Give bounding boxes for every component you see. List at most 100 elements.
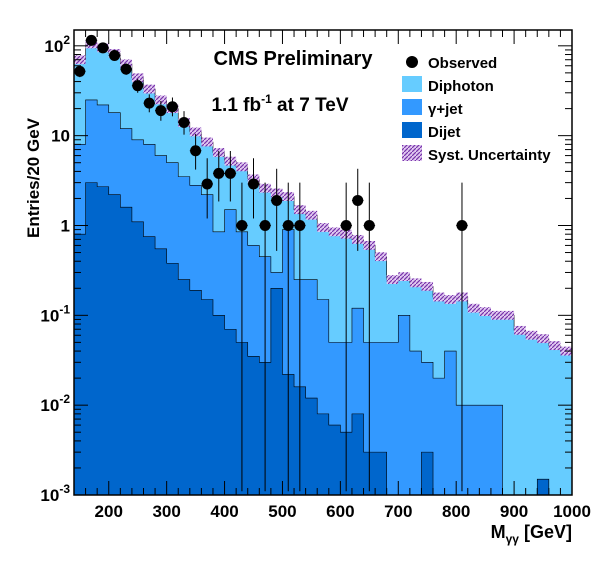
observed-point — [259, 219, 271, 231]
observed-point — [97, 42, 109, 54]
legend-label: Dijet — [428, 124, 461, 141]
uncertainty-bin — [444, 295, 457, 304]
observed-point — [74, 65, 86, 77]
legend-label: Observed — [428, 55, 497, 72]
y-tick-label: 1 — [61, 216, 70, 235]
y-tick-base: 10 — [40, 306, 59, 325]
y-tick-base: 10 — [40, 486, 59, 505]
y-tick-exponent: -2 — [59, 392, 70, 406]
observed-point — [456, 219, 468, 231]
uncertainty-bin — [502, 310, 515, 320]
observed-point — [248, 178, 260, 190]
uncertainty-bin — [490, 310, 503, 320]
y-tick-base: 10 — [40, 396, 59, 415]
uncertainty-bin — [317, 223, 329, 232]
uncertainty-bin — [467, 303, 480, 313]
uncertainty-bin — [433, 292, 445, 302]
uncertainty-bin — [305, 210, 318, 220]
x-tick-label: 700 — [384, 502, 412, 521]
uncertainty-bin — [548, 341, 561, 351]
subtitle-main: 1.1 fb — [211, 95, 261, 116]
legend-label: γ+jet — [428, 101, 463, 118]
observed-point — [132, 80, 144, 92]
uncertainty-bin — [131, 73, 144, 83]
y-tick-label: 102 — [44, 33, 70, 56]
x-tick-label: 900 — [500, 502, 528, 521]
y-tick-exponent: -1 — [59, 302, 70, 316]
uncertainty-bin — [236, 162, 248, 172]
observed-point — [224, 167, 236, 179]
x-axis-label-subscript: γγ — [506, 532, 520, 546]
x-axis-label: Mγγ [GeV] — [491, 522, 572, 546]
observed-point — [282, 219, 294, 231]
y-tick-base: 10 — [51, 127, 70, 146]
uncertainty-bin — [201, 137, 213, 147]
y-tick-label: 10-3 — [40, 482, 70, 505]
uncertainty-bin — [421, 281, 434, 291]
uncertainty-bin — [409, 278, 422, 288]
observed-point — [190, 145, 202, 157]
observed-point — [143, 97, 155, 109]
y-axis-label: Entries/20 GeV — [24, 117, 43, 238]
uncertainty-bin — [479, 307, 491, 317]
legend-marker-observed — [406, 56, 418, 68]
uncertainty-bin — [143, 84, 156, 94]
x-tick-label: 500 — [268, 502, 296, 521]
observed-point — [166, 101, 178, 113]
chart-subtitle: 1.1 fb-1 at 7 TeV — [211, 92, 348, 116]
uncertainty-bin — [386, 275, 399, 284]
uncertainty-bin — [375, 252, 387, 262]
observed-point — [213, 167, 225, 179]
uncertainty-bin — [328, 227, 341, 237]
observed-point — [85, 34, 97, 46]
uncertainty-bin — [155, 95, 167, 105]
observed-series — [74, 34, 468, 492]
uncertainty-bin — [189, 127, 202, 137]
legend-swatch — [402, 99, 422, 115]
chart-title: CMS Preliminary — [214, 48, 374, 70]
observed-point — [340, 219, 352, 231]
x-tick-label: 800 — [442, 502, 470, 521]
x-tick-label: 200 — [95, 502, 123, 521]
legend-swatch — [402, 145, 422, 161]
uncertainty-bin — [514, 325, 526, 335]
observed-point — [236, 219, 248, 231]
plot-area — [74, 34, 572, 495]
y-tick-base: 10 — [44, 37, 63, 56]
observed-point — [120, 63, 132, 75]
y-tick-label: 10-2 — [40, 392, 70, 415]
legend-swatch — [402, 76, 422, 92]
uncertainty-bin — [525, 330, 538, 340]
x-axis-label-unit: [GeV] — [519, 522, 572, 542]
chart-annotations: CMS Preliminary 1.1 fb-1 at 7 TeV — [211, 48, 373, 116]
x-tick-label: 300 — [152, 502, 180, 521]
legend-label: Syst. Uncertainty — [428, 147, 551, 164]
uncertainty-bin — [537, 334, 549, 344]
observed-point — [294, 219, 306, 231]
observed-point — [363, 219, 375, 231]
legend-label: Diphoton — [428, 78, 494, 95]
observed-point — [201, 178, 213, 190]
axes: 200 300 400 500 600 700 800 900 100010-310-210-1… — [40, 30, 591, 521]
plot-frame — [73, 29, 573, 496]
y-tick-label: 10-1 — [40, 302, 70, 325]
x-axis-label-main: M — [491, 522, 506, 542]
y-tick-exponent: 2 — [63, 33, 70, 47]
subtitle-rest: at 7 TeV — [272, 95, 349, 116]
observed-point — [155, 105, 167, 117]
observed-point — [352, 194, 364, 206]
observed-point — [178, 117, 190, 129]
observed-point — [109, 50, 121, 62]
uncertainty-bin — [398, 272, 410, 281]
observed-point — [271, 194, 283, 206]
y-tick-base: 1 — [61, 216, 70, 235]
x-tick-label: 400 — [210, 502, 238, 521]
y-tick-exponent: -3 — [59, 482, 70, 496]
subtitle-superscript: -1 — [261, 92, 272, 106]
y-tick-label: 10 — [51, 127, 70, 146]
legend: Observed Diphoton γ+jet Dijet Syst. Uncertai… — [402, 55, 551, 164]
legend-swatch — [402, 122, 422, 138]
x-tick-label: 600 — [326, 502, 354, 521]
x-tick-label: 1000 — [553, 502, 591, 521]
